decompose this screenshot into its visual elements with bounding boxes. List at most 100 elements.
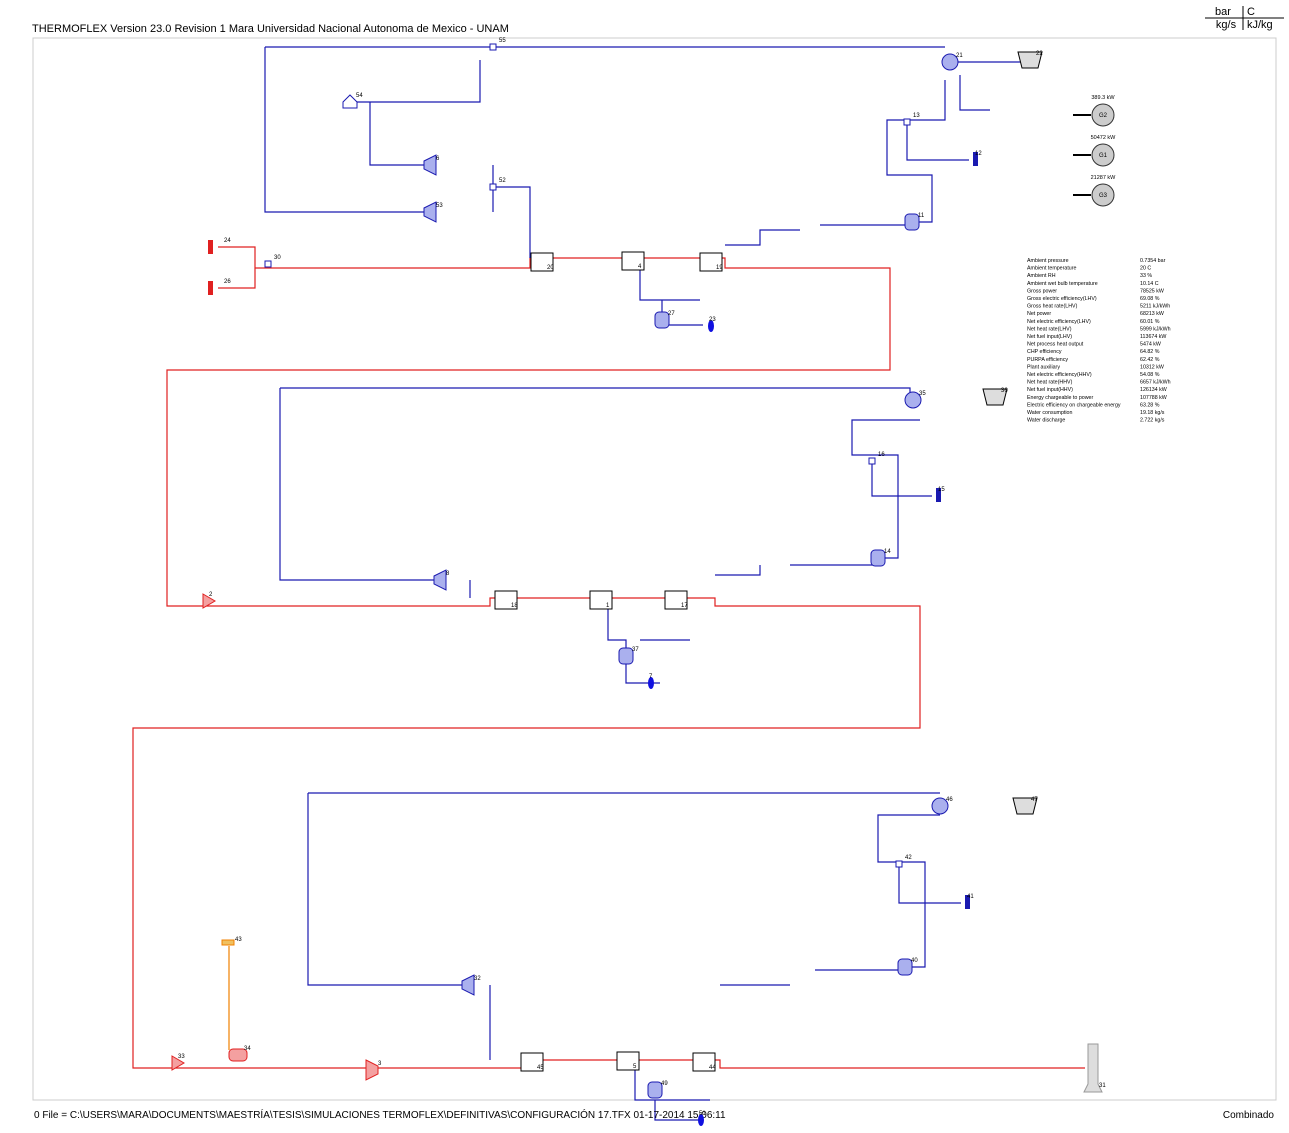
summary-value: 107788 kW	[1140, 395, 1167, 401]
node-label: 32	[474, 976, 481, 982]
summary-label: Gross power	[1027, 288, 1057, 294]
summary-label: PURPA efficiency	[1027, 357, 1068, 363]
summary-label: Energy chargeable to power	[1027, 395, 1093, 401]
node-label: 13	[913, 113, 920, 119]
summary-value: 5474 kW	[1140, 342, 1161, 348]
summary-value: 64.82 %	[1140, 349, 1160, 355]
summary-label: Water consumption	[1027, 410, 1072, 416]
summary-value: 33 %	[1140, 273, 1152, 279]
node-label: 23	[709, 317, 716, 323]
summary-value: 10.14 C	[1140, 281, 1159, 287]
heat-exchanger	[699, 252, 723, 272]
node-label: 34	[244, 1046, 251, 1052]
node-label: 41	[967, 894, 974, 900]
summary-value: 0.7354 bar	[1140, 258, 1166, 264]
tank	[870, 549, 886, 567]
node-label: 17	[681, 603, 688, 609]
node-label: 33	[178, 1054, 185, 1060]
fan	[202, 593, 216, 609]
node	[264, 260, 272, 268]
footer-mode: Combinado	[1223, 1110, 1275, 1121]
node-label: 53	[436, 203, 443, 209]
node-label: 11	[918, 213, 925, 219]
node-label: 6	[436, 156, 440, 162]
node-label: 15	[938, 487, 945, 493]
turbine	[423, 201, 437, 223]
turbine	[461, 974, 475, 996]
drain	[648, 677, 654, 689]
node-label: 40	[911, 958, 918, 964]
generator-power: 50472 kW	[1091, 135, 1117, 141]
summary-value: 60.01 %	[1140, 319, 1160, 325]
summary-label: Net fuel input(HHV)	[1027, 387, 1073, 393]
cooling-tower	[1017, 51, 1043, 69]
summary-value: 63.28 %	[1140, 402, 1160, 408]
summary-label: Net heat rate(HHV)	[1027, 380, 1073, 386]
summary-label: Ambient wet bulb temperature	[1027, 281, 1098, 287]
drain	[698, 1114, 704, 1126]
cooling-tower	[1012, 797, 1038, 815]
drain	[708, 320, 714, 332]
gas-source	[208, 281, 213, 295]
turbine	[433, 569, 447, 591]
tank	[647, 1081, 663, 1099]
pump	[904, 391, 922, 409]
node-label: 31	[1099, 1083, 1106, 1089]
summary-label: Water discharge	[1027, 418, 1065, 424]
unit: C	[1247, 6, 1255, 18]
summary-label: Ambient temperature	[1027, 266, 1077, 272]
node-label: 5	[633, 1064, 637, 1070]
tank	[897, 958, 913, 976]
summary-label: Gross heat rate(LHV)	[1027, 304, 1078, 310]
node-label: 36	[1001, 388, 1008, 394]
node-label: 54	[356, 93, 363, 99]
tank	[654, 311, 670, 329]
node-label: 24	[224, 238, 231, 244]
heat-exchanger	[621, 251, 645, 271]
gas-path	[132, 246, 1085, 1069]
node-label: 20	[547, 265, 554, 271]
node-label: 1	[606, 603, 610, 609]
summary-value: 6657 kJ/kWh	[1140, 380, 1171, 386]
summary-label: Electric efficiency on chargeable energy	[1027, 402, 1121, 408]
summary-value: 69.08 %	[1140, 296, 1160, 302]
node-label: 7	[649, 674, 653, 680]
node	[489, 183, 497, 191]
footer-file: 0 File = C:\USERS\MARA\DOCUMENTS\MAESTRÍ…	[34, 1108, 726, 1121]
node-label: 27	[668, 311, 675, 317]
heat-exchanger	[530, 252, 554, 272]
heat-exchanger	[616, 1051, 640, 1071]
node-label: 19	[716, 265, 723, 271]
node-label: 55	[499, 38, 506, 44]
node	[903, 118, 911, 126]
compressor	[365, 1059, 379, 1081]
pump	[941, 53, 959, 71]
node-label: 12	[975, 151, 982, 157]
sink	[965, 895, 970, 909]
summary-label: Net electric efficiency(LHV)	[1027, 319, 1091, 325]
node-label: 16	[878, 452, 885, 458]
summary-label: Net power	[1027, 311, 1051, 317]
heat-exchanger	[520, 1052, 544, 1072]
sink	[936, 488, 941, 502]
node-label: 26	[224, 279, 231, 285]
node-label: 49	[661, 1081, 668, 1087]
node-label: 44	[709, 1065, 716, 1071]
header	[342, 94, 358, 109]
sink	[973, 152, 978, 166]
node	[489, 43, 497, 51]
node-label: 46	[946, 797, 953, 803]
fuel	[221, 939, 235, 946]
generator-label: G1	[1099, 153, 1108, 159]
generator-label: G2	[1099, 113, 1108, 119]
tank	[618, 647, 634, 665]
summary-value: 68213 kW	[1140, 311, 1164, 317]
unit: kJ/kg	[1247, 19, 1273, 31]
node-label: 4	[638, 264, 642, 270]
node	[868, 457, 876, 465]
node-label: 42	[905, 855, 912, 861]
gas-source	[208, 240, 213, 254]
node-label: 3	[378, 1061, 382, 1067]
summary-label: Ambient pressure	[1027, 258, 1069, 264]
node-label: 18	[511, 603, 518, 609]
